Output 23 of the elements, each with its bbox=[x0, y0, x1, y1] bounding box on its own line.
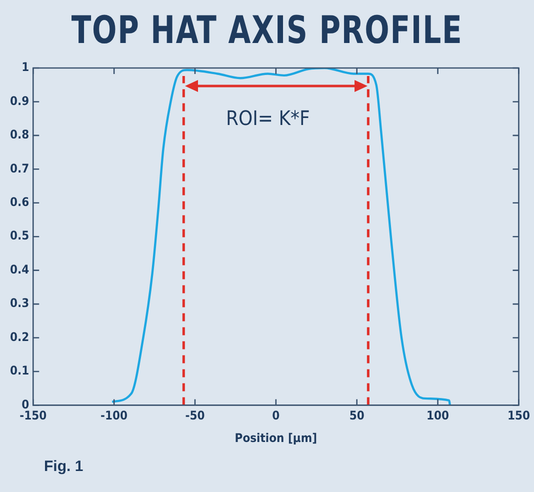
x-tick-label: 100 bbox=[426, 408, 450, 423]
annotation: ROI= K*F bbox=[226, 106, 310, 130]
y-tick-label: 0.8 bbox=[10, 128, 30, 142]
y-tick-label: 0.6 bbox=[10, 195, 30, 210]
x-axis-title: Position [µm] bbox=[234, 430, 318, 445]
line-series bbox=[111, 68, 452, 406]
x-tick-label: 0 bbox=[272, 408, 280, 423]
x-tick-label: 50 bbox=[349, 408, 364, 423]
chart-title: TOP HAT AXIS PROFILE bbox=[70, 8, 464, 52]
x-tick-label: -100 bbox=[100, 408, 128, 423]
x-tick-label: -50 bbox=[185, 408, 205, 423]
y-tick-label: 0.5 bbox=[10, 228, 30, 243]
y-tick-label: 0.1 bbox=[10, 364, 30, 378]
y-tick-label: 0.2 bbox=[10, 330, 30, 344]
x-tick-label: -150 bbox=[20, 408, 47, 423]
y-tick-label: 0.7 bbox=[10, 161, 30, 176]
y-tick-label: 0.4 bbox=[10, 262, 30, 276]
y-tick-label: 0 bbox=[22, 397, 30, 412]
caption: Fig. 1 bbox=[44, 458, 84, 475]
x-tick-label: 150 bbox=[507, 408, 530, 423]
y-tick-label: 0.3 bbox=[10, 296, 30, 310]
y-tick-label: 0.9 bbox=[10, 94, 30, 108]
y-tick-label: 1 bbox=[22, 60, 30, 74]
